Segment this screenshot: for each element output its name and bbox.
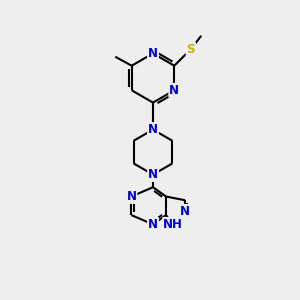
Text: N: N <box>148 168 158 181</box>
Text: N: N <box>148 218 158 231</box>
Text: N: N <box>169 84 179 97</box>
Text: N: N <box>180 205 190 218</box>
Text: N: N <box>148 47 158 60</box>
Text: N: N <box>126 190 136 203</box>
Text: S: S <box>187 43 195 56</box>
Text: N: N <box>148 123 158 136</box>
Text: NH: NH <box>163 218 183 231</box>
